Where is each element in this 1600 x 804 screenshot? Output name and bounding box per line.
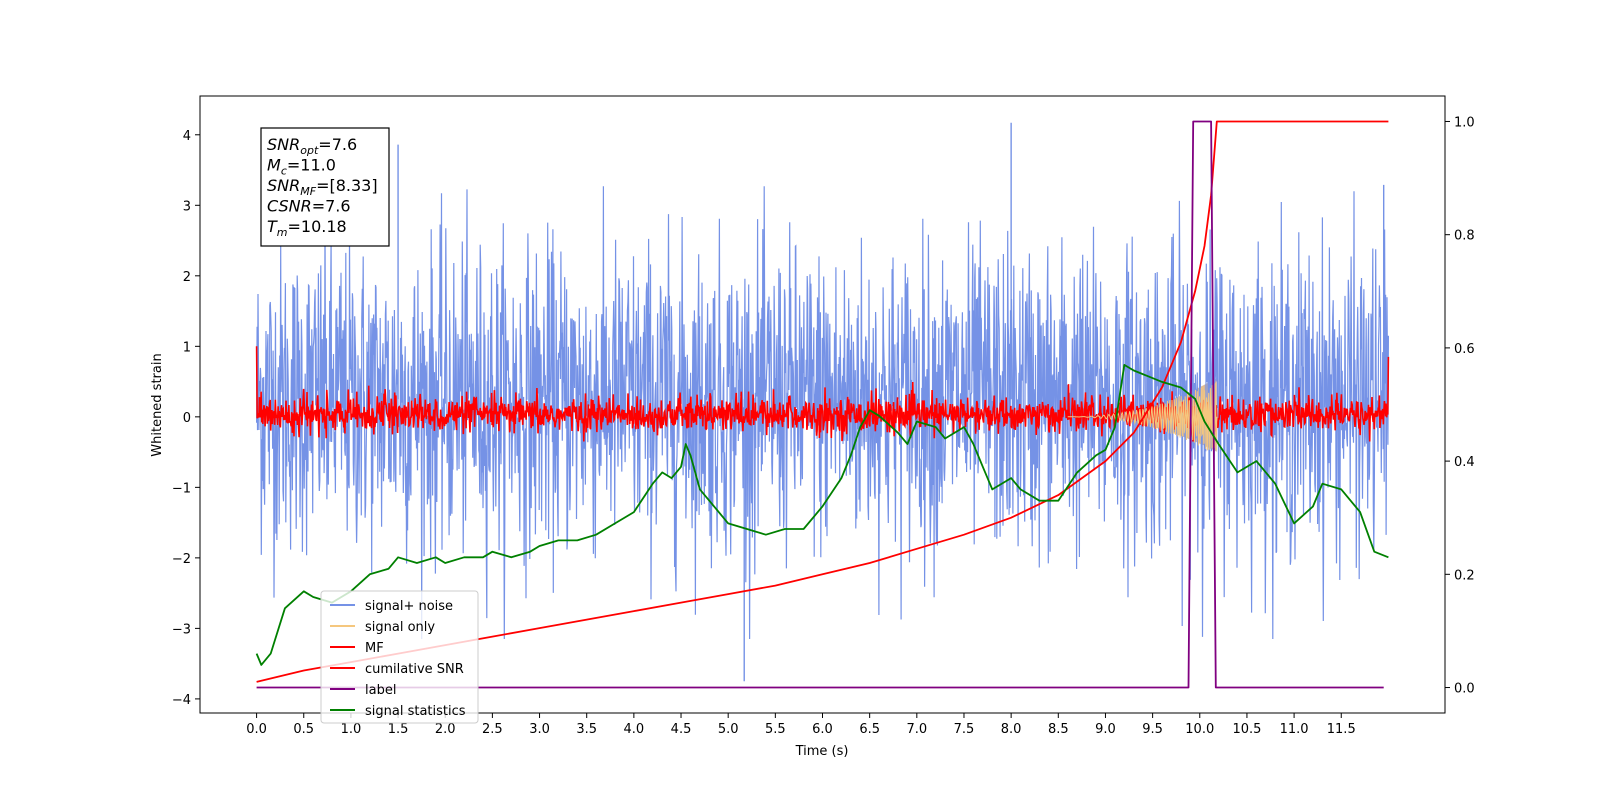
y-tick-label: −1 bbox=[172, 481, 191, 496]
x-tick-label: 0.0 bbox=[246, 722, 267, 737]
info-value: =10.18 bbox=[288, 217, 347, 236]
x-tick-label: 2.0 bbox=[435, 722, 456, 737]
info-box: SNRopt=7.6Mc=11.0SNRMF=[8.33]CSNR=7.6Tm=… bbox=[260, 127, 390, 247]
y-tick-label: −4 bbox=[172, 693, 191, 708]
info-symbol: SNR bbox=[267, 176, 300, 195]
y2-tick-label: 1.0 bbox=[1454, 115, 1475, 130]
x-tick-label: 6.0 bbox=[812, 722, 833, 737]
y-tick-label: −2 bbox=[172, 552, 191, 567]
x-tick-label: 9.0 bbox=[1095, 722, 1116, 737]
y-tick-label: 4 bbox=[183, 129, 191, 144]
signal-only-line bbox=[1067, 382, 1218, 451]
x-tick-label: 5.5 bbox=[765, 722, 786, 737]
x-tick-label: 6.5 bbox=[859, 722, 880, 737]
y-tick-label: 1 bbox=[183, 340, 191, 355]
y-tick-label: 0 bbox=[183, 411, 191, 426]
x-tick-label: 4.0 bbox=[624, 722, 645, 737]
x-axis-label: Time (s) bbox=[795, 744, 849, 759]
x-tick-label: 0.5 bbox=[293, 722, 314, 737]
x-tick-label: 1.5 bbox=[388, 722, 409, 737]
x-tick-label: 8.0 bbox=[1001, 722, 1022, 737]
legend-item-label: MF bbox=[365, 641, 384, 656]
x-tick-label: 5.0 bbox=[718, 722, 739, 737]
x-tick-label: 3.5 bbox=[576, 722, 597, 737]
x-tick-label: 9.5 bbox=[1142, 722, 1163, 737]
legend-item-label: signal+ noise bbox=[365, 599, 453, 614]
x-tick-label: 7.0 bbox=[906, 722, 927, 737]
x-tick-label: 10.0 bbox=[1185, 722, 1214, 737]
info-subscript: c bbox=[281, 165, 287, 178]
x-tick-label: 10.5 bbox=[1232, 722, 1261, 737]
info-subscript: opt bbox=[300, 144, 319, 157]
signal-statistics-line bbox=[255, 364, 1389, 666]
y2-tick-label: 0.8 bbox=[1454, 229, 1475, 244]
info-line: SNRMF=[8.33] bbox=[267, 176, 378, 198]
x-tick-label: 11.0 bbox=[1280, 722, 1309, 737]
legend-item-label: signal statistics bbox=[365, 704, 466, 719]
y2-tick-label: 0.0 bbox=[1454, 682, 1475, 697]
info-value: =7.6 bbox=[318, 135, 357, 154]
x-tick-label: 8.5 bbox=[1048, 722, 1069, 737]
x-tick-label: 11.5 bbox=[1327, 722, 1356, 737]
info-value: =7.6 bbox=[312, 197, 351, 216]
y-axis-label: Whitened strain bbox=[150, 353, 165, 456]
y2-tick-label: 0.2 bbox=[1454, 568, 1475, 583]
y2-tick-label: 0.6 bbox=[1454, 342, 1475, 357]
info-line: SNRopt=7.6 bbox=[267, 135, 357, 157]
info-subscript: m bbox=[277, 226, 288, 239]
info-value: =11.0 bbox=[287, 156, 336, 175]
y-tick-label: −3 bbox=[172, 622, 191, 637]
info-symbol: M bbox=[267, 156, 281, 175]
y-tick-label: 3 bbox=[183, 199, 191, 214]
x-tick-label: 7.5 bbox=[954, 722, 975, 737]
info-symbol: T bbox=[267, 217, 278, 236]
info-line: CSNR=7.6 bbox=[267, 197, 351, 216]
y-tick-label: 2 bbox=[183, 270, 191, 285]
x-tick-label: 1.0 bbox=[341, 722, 362, 737]
info-symbol: CSNR bbox=[267, 197, 312, 216]
info-subscript: MF bbox=[300, 185, 316, 198]
legend-item-label: cumilative SNR bbox=[365, 662, 464, 677]
info-line: Tm=10.18 bbox=[267, 217, 347, 239]
signal-noise-line bbox=[256, 186, 1389, 640]
x-tick-label: 2.5 bbox=[482, 722, 503, 737]
legend-frame bbox=[320, 590, 479, 724]
legend-item-label: label bbox=[365, 683, 396, 698]
legend: signal+ noise signal only MF cumilative SNR… bbox=[320, 590, 479, 724]
label-line bbox=[256, 120, 1384, 689]
info-box-frame bbox=[260, 127, 390, 247]
y2-tick-label: 0.4 bbox=[1454, 455, 1475, 470]
info-line: Mc=11.0 bbox=[267, 156, 336, 178]
info-symbol: SNR bbox=[267, 135, 300, 154]
info-value: =[8.33] bbox=[316, 176, 378, 195]
legend-item-label: signal only bbox=[365, 620, 435, 635]
x-tick-label: 3.0 bbox=[529, 722, 550, 737]
x-tick-label: 4.5 bbox=[671, 722, 692, 737]
